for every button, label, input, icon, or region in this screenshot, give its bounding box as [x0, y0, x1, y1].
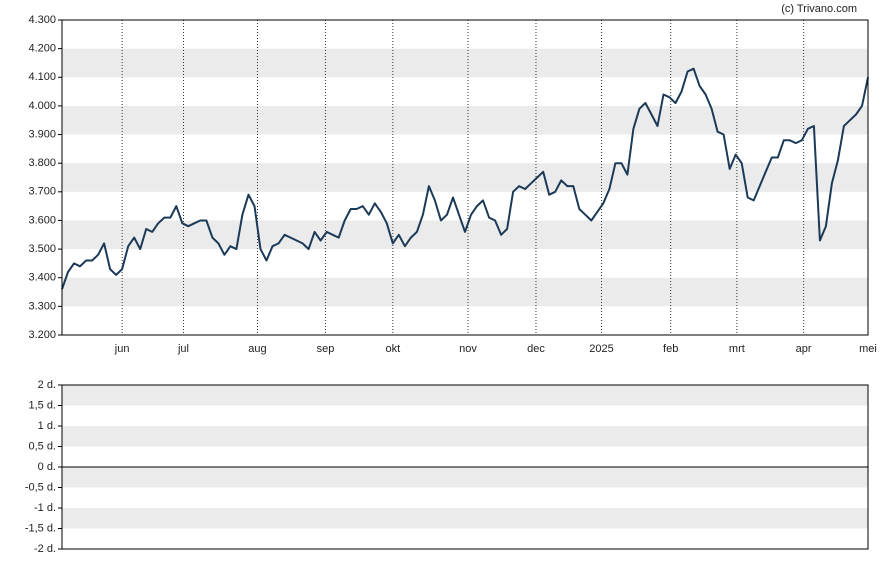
- y-tick-label: 3.800: [28, 157, 56, 169]
- plot-frame: [61, 19, 869, 336]
- x-tick-label: apr: [796, 343, 812, 355]
- y-tick-label: 3.600: [28, 214, 56, 226]
- x-tick-label: okt: [385, 343, 400, 355]
- x-tick-label: aug: [248, 343, 266, 355]
- y-tick-label: 3.500: [28, 243, 56, 255]
- price-line: [61, 67, 869, 290]
- x-tick-label: feb: [663, 343, 678, 355]
- x-tick-label: jun: [114, 343, 130, 355]
- x-tick-label: nov: [459, 343, 477, 355]
- grid-band: [62, 105, 868, 135]
- y-tick-label: 0,5 d.: [28, 440, 56, 452]
- y-tick-label: 1,5 d.: [28, 399, 56, 411]
- x-tick-label: dec: [527, 343, 545, 355]
- y-tick-label: -1,5 d.: [25, 522, 56, 534]
- x-tick-label: jul: [177, 343, 189, 355]
- x-tick-label: sep: [317, 343, 335, 355]
- y-tick-label: 4.300: [28, 14, 56, 26]
- grid-band: [62, 163, 868, 192]
- y-tick-label: 3.200: [28, 329, 56, 341]
- x-tick-label: mei: [859, 343, 877, 355]
- grid-band: [62, 220, 868, 250]
- source: (c) Trivano.com: [781, 3, 857, 15]
- x-tick-label: mrt: [729, 343, 745, 355]
- y-tick-label: 1 d.: [38, 420, 56, 432]
- y-tick-label: -2 d.: [34, 543, 56, 555]
- grid-band: [62, 426, 868, 447]
- y-tick-label: 3.400: [28, 272, 56, 284]
- y-tick-label: 3.900: [28, 128, 56, 140]
- y-tick-label: -1 d.: [34, 502, 56, 514]
- plot-frame: [61, 384, 869, 550]
- grid-band: [62, 277, 868, 307]
- grid-band: [62, 48, 868, 78]
- y-tick-label: 4.100: [28, 71, 56, 83]
- grid-band: [62, 508, 868, 529]
- y-tick-label: 0 d.: [38, 461, 56, 473]
- y-tick-label: -0,5 d.: [25, 481, 56, 493]
- x-tick-label: 2025: [589, 343, 613, 355]
- y-tick-label: 2 d.: [38, 379, 56, 391]
- grid-band: [62, 385, 868, 406]
- y-tick-label: 3.700: [28, 186, 56, 198]
- grid-band: [62, 467, 868, 488]
- y-tick-label: 4.200: [28, 43, 56, 55]
- y-tick-label: 4.000: [28, 100, 56, 112]
- y-tick-label: 3.300: [28, 300, 56, 312]
